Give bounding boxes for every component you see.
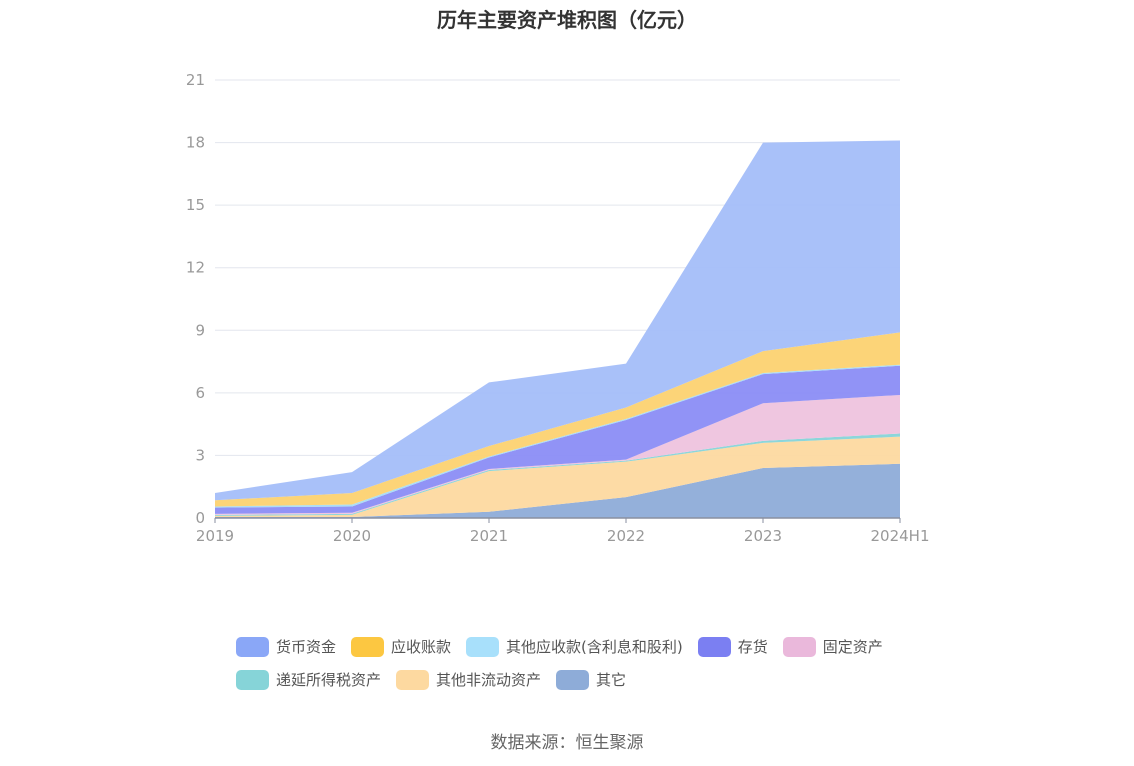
y-tick-label: 0 xyxy=(195,509,205,527)
y-tick-label: 15 xyxy=(186,196,205,214)
data-source: 数据来源：恒生聚源 xyxy=(490,733,644,753)
area-series-6[interactable] xyxy=(215,332,900,507)
legend-label: 其它 xyxy=(596,671,627,689)
legend-swatch xyxy=(396,669,430,690)
y-tick-label: 9 xyxy=(195,321,205,339)
y-tick-label: 3 xyxy=(195,446,205,464)
legend-item[interactable]: 固定资产 xyxy=(782,636,883,657)
x-tick-label: 2022 xyxy=(607,527,645,545)
legend-label: 存货 xyxy=(737,638,768,656)
area-layer xyxy=(215,140,900,518)
legend-swatch xyxy=(466,636,500,657)
legend-swatch xyxy=(697,636,731,657)
legend-swatch xyxy=(351,636,385,657)
area-series-1[interactable] xyxy=(215,436,900,517)
legend-swatch xyxy=(782,636,816,657)
legend-label: 其他非流动资产 xyxy=(436,671,542,689)
legend-label: 货币资金 xyxy=(276,638,337,656)
y-tick-label: 18 xyxy=(186,134,205,152)
legend-row-2: 递延所得税资产 其他非流动资产 其它 xyxy=(236,663,936,696)
legend-row-1: 货币资金 应收账款 其他应收款(含利息和股利) 存货 固定资产 xyxy=(236,630,936,663)
legend-swatch xyxy=(556,669,590,690)
x-tick-label: 2019 xyxy=(196,527,234,545)
legend-item[interactable]: 递延所得税资产 xyxy=(236,669,381,690)
x-tick-label: 2020 xyxy=(333,527,371,545)
area-series-3[interactable] xyxy=(215,394,900,515)
y-tick-label: 12 xyxy=(186,259,205,277)
legend: 货币资金 应收账款 其他应收款(含利息和股利) 存货 固定资产 递延所得税资产 其他非流动… xyxy=(236,630,936,696)
stacked-area-chart: 0 3 6 9 12 15 18 21 2019 2020 2021 2022 2023 2024H1 xyxy=(186,71,930,545)
legend-swatch xyxy=(236,669,269,690)
x-tick-label: 2021 xyxy=(470,527,508,545)
legend-item[interactable]: 其它 xyxy=(556,669,626,690)
chart-title: 历年主要资产堆积图（亿元） xyxy=(437,8,697,32)
x-tick-label: 2024H1 xyxy=(871,527,930,545)
legend-swatch xyxy=(236,636,269,657)
legend-label: 固定资产 xyxy=(822,638,883,656)
legend-label: 应收账款 xyxy=(391,638,452,656)
area-series-7[interactable] xyxy=(215,140,900,501)
legend-item[interactable]: 存货 xyxy=(697,636,768,657)
y-tick-label: 21 xyxy=(186,71,205,89)
y-tick-label: 6 xyxy=(195,384,205,402)
x-tick-label: 2023 xyxy=(744,527,782,545)
area-series-4[interactable] xyxy=(215,365,900,514)
axis-layer: 0 3 6 9 12 15 18 21 2019 2020 2021 2022 2023 2024H1 xyxy=(186,71,930,545)
legend-item[interactable]: 货币资金 xyxy=(236,636,336,657)
legend-item[interactable]: 其他非流动资产 xyxy=(396,669,541,690)
area-series-0[interactable] xyxy=(215,463,900,518)
legend-item[interactable]: 其他应收款(含利息和股利) xyxy=(466,636,683,657)
legend-label: 其他应收款(含利息和股利) xyxy=(506,638,683,656)
legend-label: 递延所得税资产 xyxy=(276,671,382,689)
legend-item[interactable]: 应收账款 xyxy=(351,636,451,657)
